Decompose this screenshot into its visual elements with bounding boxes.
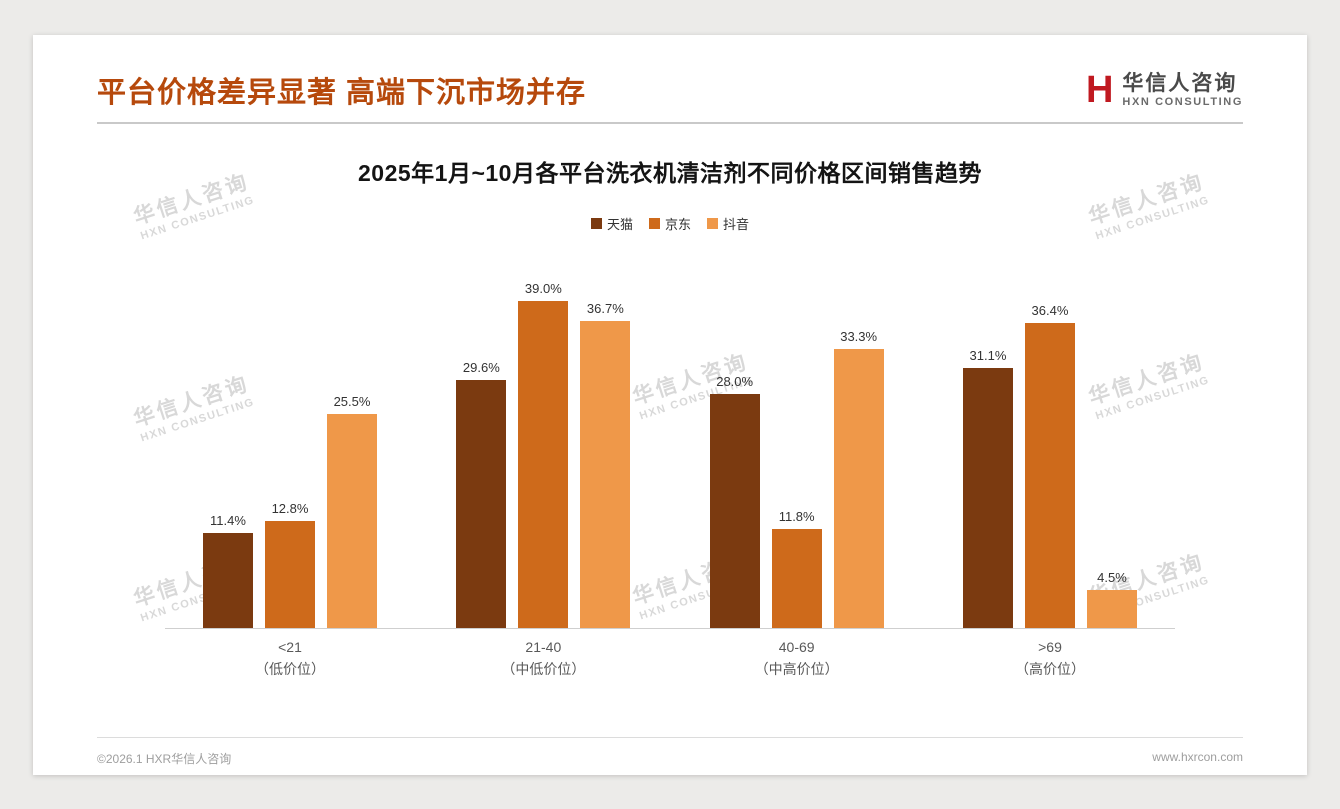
chart-legend: 天猫 京东 抖音 bbox=[33, 214, 1307, 233]
bar-value-label: 12.8% bbox=[271, 500, 309, 516]
bar-group: 29.6% 39.0% 36.7% bbox=[456, 281, 631, 628]
legend-swatch bbox=[707, 218, 718, 229]
logo-mark-icon: H bbox=[1085, 69, 1114, 111]
category-tier: （高价位） bbox=[1014, 660, 1085, 677]
bar: 29.6% bbox=[456, 360, 507, 628]
bar: 25.5% bbox=[327, 394, 377, 628]
bar-group: 11.4% 12.8% 25.5% bbox=[203, 394, 377, 628]
legend-item: 抖音 bbox=[707, 214, 749, 233]
bar: 4.5% bbox=[1086, 570, 1137, 628]
bar: 11.8% bbox=[771, 509, 822, 628]
bar-value-label: 29.6% bbox=[462, 360, 500, 376]
chart: 11.4% 12.8% 25.5% 29.6% 39.0% 36.7% 28.0% 11.8%… bbox=[165, 261, 1175, 680]
legend-item: 天猫 bbox=[590, 214, 633, 233]
plot-area: 11.4% 12.8% 25.5% 29.6% 39.0% 36.7% 28.0% 11.8%… bbox=[165, 261, 1175, 629]
category-label: <21 （低价位） bbox=[203, 637, 377, 680]
page-title: 平台价格差异显著 高端下沉市场并存 bbox=[97, 77, 587, 109]
legend-label: 京东 bbox=[664, 217, 691, 232]
header-divider bbox=[97, 122, 1243, 124]
bar-value-label: 11.8% bbox=[778, 509, 815, 525]
bar: 36.4% bbox=[1024, 303, 1075, 628]
slide-card: 华信人咨询 HXN CONSULTING 华信人咨询 HXN CONSULTING 华信… bbox=[33, 35, 1307, 775]
category-range: <21 bbox=[278, 639, 302, 655]
bar-value-label: 25.5% bbox=[333, 394, 371, 410]
slide-content: 平台价格差异显著 高端下沉市场并存 H 华信人咨询 HXN CONSULTING… bbox=[33, 69, 1307, 809]
chart-title: 2025年1月~10月各平台洗衣机清洁剂不同价格区间销售趋势 bbox=[358, 160, 982, 186]
logo: H 华信人咨询 HXN CONSULTING bbox=[1086, 71, 1243, 109]
category-label: 21-40 （中低价位） bbox=[456, 637, 630, 680]
bar: 11.4% bbox=[203, 513, 253, 628]
category-range: 21-40 bbox=[525, 639, 562, 655]
category-label: >69 （高价位） bbox=[963, 637, 1137, 680]
bar: 31.1% bbox=[962, 348, 1013, 628]
category-tier: （低价位） bbox=[255, 660, 325, 677]
footer-divider bbox=[97, 737, 1243, 738]
legend-label: 抖音 bbox=[723, 217, 750, 232]
category-axis: <21 （低价位） 21-40 （中低价位） 40-69 （中高价位） >69 （高价位） bbox=[165, 629, 1175, 680]
bar: 28.0% bbox=[709, 374, 760, 628]
logo-text: 华信人咨询 HXN CONSULTING bbox=[1122, 71, 1243, 109]
logo-name-en: HXN CONSULTING bbox=[1122, 96, 1243, 108]
legend-swatch bbox=[648, 218, 660, 229]
footer: ©2026.1 HXR华信人咨询 www.hxrcon.com bbox=[97, 737, 1243, 767]
legend-label: 天猫 bbox=[606, 217, 633, 232]
bar-value-label: 36.4% bbox=[1031, 303, 1069, 319]
footer-website: www.hxrcon.com bbox=[1152, 750, 1243, 764]
category-range: 40-69 bbox=[778, 639, 815, 655]
category-range: >69 bbox=[1038, 639, 1062, 655]
category-label: 40-69 （中高价位） bbox=[710, 637, 884, 680]
bar-value-label: 36.7% bbox=[586, 300, 624, 316]
category-tier: （中低价位） bbox=[501, 660, 586, 677]
bar-group: 28.0% 11.8% 33.3% bbox=[709, 329, 884, 628]
footer-row: ©2026.1 HXR华信人咨询 www.hxrcon.com bbox=[97, 738, 1243, 767]
category-tier: （中高价位） bbox=[754, 660, 839, 677]
bar: 39.0% bbox=[518, 281, 569, 628]
bar-value-label: 11.4% bbox=[210, 512, 246, 528]
footer-copyright: ©2026.1 HXR华信人咨询 bbox=[97, 752, 232, 766]
bar-value-label: 4.5% bbox=[1097, 570, 1127, 586]
header: 平台价格差异显著 高端下沉市场并存 H 华信人咨询 HXN CONSULTING bbox=[97, 69, 1243, 111]
bar: 33.3% bbox=[833, 329, 884, 628]
bar-value-label: 33.3% bbox=[840, 329, 878, 345]
bar: 12.8% bbox=[265, 501, 315, 628]
bar-value-label: 39.0% bbox=[524, 281, 562, 297]
legend-item: 京东 bbox=[648, 214, 691, 233]
bar-group: 31.1% 36.4% 4.5% bbox=[962, 303, 1137, 628]
logo-name-cn: 华信人咨询 bbox=[1122, 71, 1238, 95]
bar-value-label: 31.1% bbox=[969, 347, 1007, 363]
bar: 36.7% bbox=[580, 301, 631, 628]
bar-value-label: 28.0% bbox=[716, 373, 754, 389]
legend-swatch bbox=[590, 218, 602, 229]
